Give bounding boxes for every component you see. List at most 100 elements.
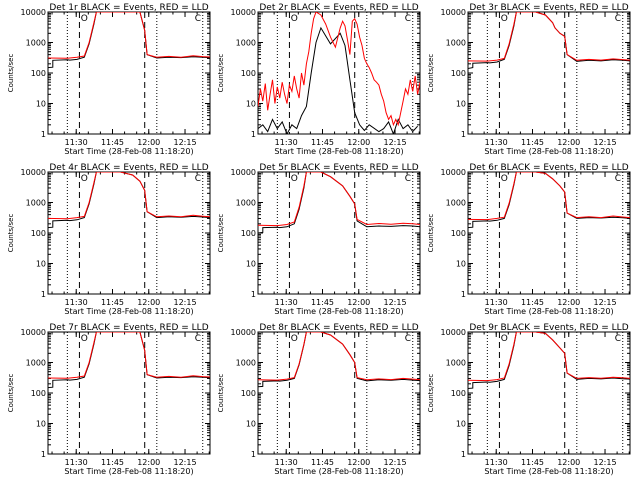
marker-label-C: C [195, 334, 201, 344]
x-tick-label: 12:00 [557, 138, 580, 147]
marker-label-C: C [615, 334, 621, 344]
x-tick-label: 11:30 [275, 138, 298, 147]
x-tick-label: 11:30 [485, 458, 508, 467]
y-tick-label: 1000 [236, 359, 256, 368]
marker-label-O: O [81, 174, 88, 184]
x-tick-label: 12:15 [173, 298, 196, 307]
y-tick-label: 10 [456, 420, 466, 429]
panel-title: Det 4r BLACK = Events, RED = LLD [49, 163, 208, 173]
marker-label-O: O [501, 174, 508, 184]
y-tick-label: 10000 [21, 8, 46, 17]
x-tick-label: 11:45 [101, 298, 124, 307]
chart-panel-8: Det 8r BLACK = Events, RED = LLD 1 10 100 10… [217, 323, 421, 476]
x-axis-label: Start Time (28-Feb-08 11:18:20) [64, 467, 193, 476]
x-tick-label: 12:00 [347, 298, 370, 307]
y-tick-label: 100 [241, 389, 256, 398]
series-line-events [258, 172, 420, 234]
x-axis-label: Start Time (28-Feb-08 11:18:20) [274, 147, 403, 156]
y-tick-label: 100 [241, 69, 256, 78]
x-axis-label: Start Time (28-Feb-08 11:18:20) [274, 307, 403, 316]
panel-title: Det 3r BLACK = Events, RED = LLD [469, 3, 628, 13]
panel-title: Det 6r BLACK = Events, RED = LLD [469, 163, 628, 173]
y-axis-label: Counts/sec [427, 54, 435, 93]
marker-label-C: C [615, 174, 621, 184]
series-line-lld [48, 172, 210, 220]
y-tick-label: 100 [451, 229, 466, 238]
y-tick-label: 1000 [26, 359, 46, 368]
series-line-events [258, 332, 420, 388]
y-tick-label: 1 [41, 290, 46, 299]
y-tick-label: 1 [41, 130, 46, 139]
plot-frame [257, 331, 421, 455]
y-tick-label: 10 [36, 260, 46, 269]
x-axis-label: Start Time (28-Feb-08 11:18:20) [484, 307, 613, 316]
y-tick-label: 100 [31, 69, 46, 78]
x-tick-label: 12:15 [593, 138, 616, 147]
y-axis-label: Counts/sec [7, 54, 15, 93]
y-tick-label: 1000 [446, 199, 466, 208]
y-tick-label: 10000 [21, 328, 46, 337]
x-tick-label: 11:45 [521, 138, 544, 147]
x-tick-label: 11:30 [485, 138, 508, 147]
y-tick-label: 1000 [446, 359, 466, 368]
y-tick-label: 10000 [21, 168, 46, 177]
x-tick-label: 12:00 [347, 458, 370, 467]
x-tick-label: 12:00 [137, 138, 160, 147]
series-line-events [468, 172, 630, 229]
y-tick-label: 10 [456, 100, 466, 109]
x-tick-label: 12:00 [557, 458, 580, 467]
x-axis-label: Start Time (28-Feb-08 11:18:20) [484, 467, 613, 476]
plot-frame [467, 11, 631, 135]
x-tick-label: 11:30 [275, 458, 298, 467]
marker-label-O: O [291, 174, 298, 184]
x-tick-label: 11:45 [311, 458, 334, 467]
x-tick-label: 11:30 [485, 298, 508, 307]
series-line-lld [258, 12, 420, 127]
chart-panel-7: Det 7r BLACK = Events, RED = LLD 1 10 100 10… [7, 323, 211, 476]
x-tick-label: 12:00 [137, 298, 160, 307]
x-tick-label: 11:45 [311, 138, 334, 147]
y-tick-label: 1000 [236, 199, 256, 208]
panel-title: Det 2r BLACK = Events, RED = LLD [259, 3, 418, 13]
chart-panel-2: Det 2r BLACK = Events, RED = LLD 1 10 100 10… [217, 3, 421, 156]
series-line-events [48, 12, 210, 69]
series-line-lld [258, 332, 420, 381]
y-tick-label: 1 [251, 290, 256, 299]
plot-frame [257, 11, 421, 135]
y-tick-label: 10 [456, 260, 466, 269]
series-line-events [48, 332, 210, 389]
series-line-lld [48, 12, 210, 59]
chart-panel-6: Det 6r BLACK = Events, RED = LLD 1 10 100 10… [427, 163, 631, 316]
panel-title: Det 5r BLACK = Events, RED = LLD [259, 163, 418, 173]
y-axis-label: Counts/sec [217, 54, 225, 93]
x-tick-label: 12:15 [593, 458, 616, 467]
y-tick-label: 10 [246, 420, 256, 429]
y-tick-label: 1 [461, 450, 466, 459]
x-tick-label: 11:45 [101, 138, 124, 147]
y-tick-label: 10000 [441, 328, 466, 337]
y-tick-label: 100 [31, 229, 46, 238]
plot-frame [47, 331, 211, 455]
y-axis-label: Counts/sec [7, 214, 15, 253]
x-tick-label: 11:45 [311, 298, 334, 307]
x-tick-label: 12:15 [383, 298, 406, 307]
x-tick-label: 11:45 [101, 458, 124, 467]
chart-panel-3: Det 3r BLACK = Events, RED = LLD 1 10 100 10… [427, 3, 631, 156]
y-tick-label: 100 [241, 229, 256, 238]
x-tick-label: 11:30 [65, 138, 88, 147]
series-line-lld [48, 332, 210, 379]
x-tick-label: 12:15 [383, 138, 406, 147]
y-tick-label: 10 [36, 420, 46, 429]
y-tick-label: 1 [461, 290, 466, 299]
marker-label-O: O [501, 334, 508, 344]
y-tick-label: 10000 [231, 168, 256, 177]
y-tick-label: 10 [246, 100, 256, 109]
y-tick-label: 100 [451, 389, 466, 398]
x-tick-label: 11:30 [65, 298, 88, 307]
x-tick-label: 12:00 [347, 138, 370, 147]
y-tick-label: 1000 [446, 39, 466, 48]
panel-title: Det 1r BLACK = Events, RED = LLD [49, 3, 208, 13]
marker-label-O: O [501, 14, 508, 24]
marker-label-C: C [195, 14, 201, 24]
